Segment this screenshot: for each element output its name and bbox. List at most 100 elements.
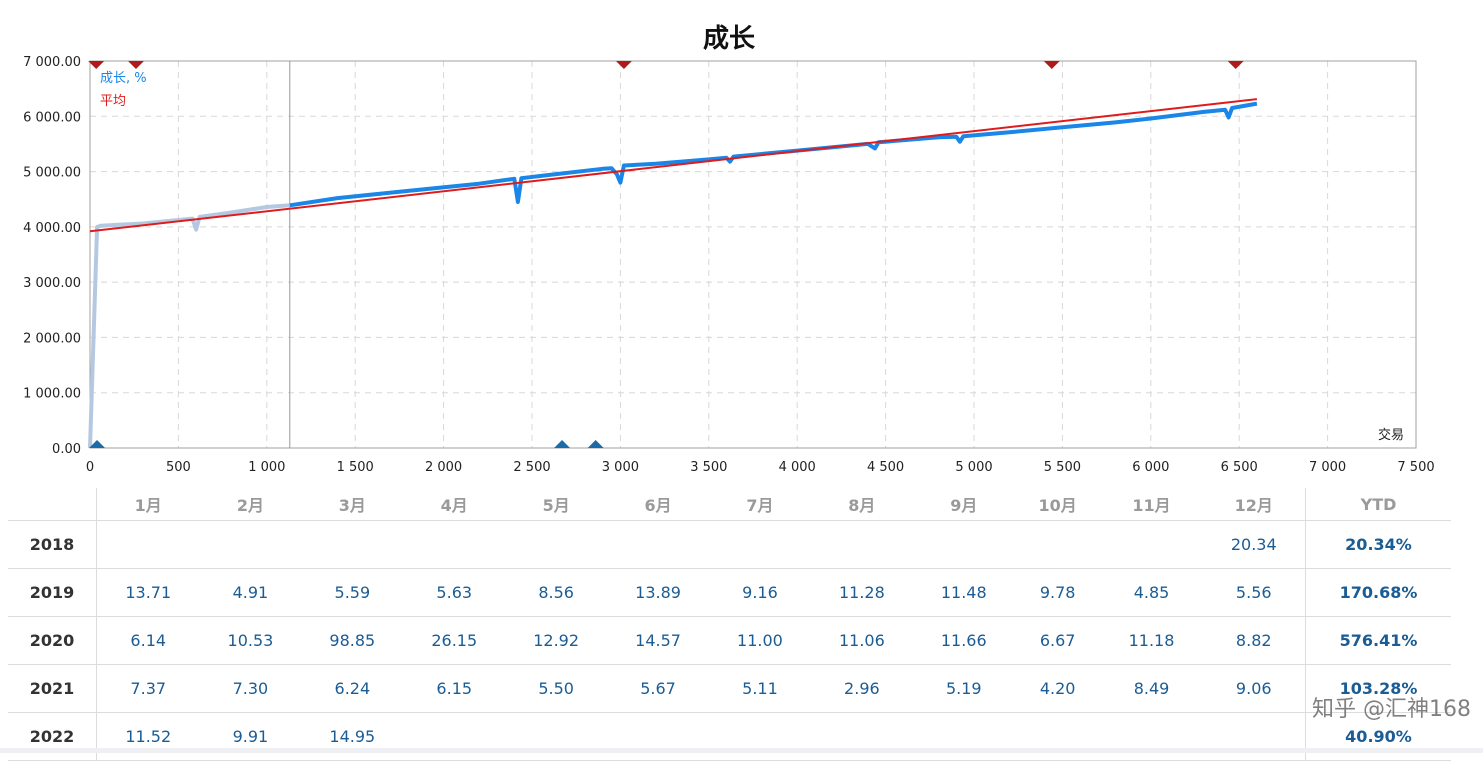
plot-frame [89, 60, 1417, 449]
month-value-cell: 6.24 [301, 664, 404, 713]
table-row: 2021 7.37 7.30 6.24 6.15 5.50 5.67 5.11 2.96 5.19… [8, 664, 1451, 713]
month-header: 10月 [1014, 488, 1101, 521]
month-value-cell: 2.96 [810, 664, 913, 713]
y-tick-label: 0.00 [52, 442, 81, 457]
month-value-cell [199, 520, 302, 569]
table-row: 2018 20.34 20.34% [8, 520, 1451, 569]
month-value-cell [1100, 712, 1203, 761]
year-cell: 2021 [8, 664, 97, 713]
average-trend-line [89, 98, 1258, 233]
y-tick-label: 1 000.00 [23, 387, 81, 402]
bottom-marker [554, 440, 571, 448]
chart-title: 成长 [702, 24, 755, 54]
month-value-cell [912, 712, 1015, 761]
x-tick-label: 500 [166, 460, 191, 475]
month-value-cell: 11.52 [96, 712, 200, 761]
year-cell: 2020 [8, 616, 97, 665]
y-tick-label: 4 000.00 [23, 221, 81, 236]
month-value-cell: 98.85 [301, 616, 404, 665]
y-tick-label: 5 000.00 [23, 166, 81, 181]
month-value-cell: 11.28 [810, 568, 913, 617]
watermark: 知乎 @汇神168 [1312, 697, 1471, 722]
ytd-cell: 170.68% [1305, 568, 1451, 617]
month-header: 5月 [505, 488, 608, 521]
month-header: 9月 [912, 488, 1015, 521]
month-value-cell: 6.67 [1014, 616, 1101, 665]
x-tick-label: 2 500 [513, 460, 550, 475]
month-value-cell [505, 712, 608, 761]
month-value-cell: 11.06 [810, 616, 913, 665]
month-header: 1月 [96, 488, 200, 521]
month-header: 3月 [301, 488, 404, 521]
month-value-cell: 14.57 [607, 616, 709, 665]
month-value-cell [1100, 520, 1203, 569]
month-value-cell [403, 520, 506, 569]
x-tick-label: 5 000 [955, 460, 992, 475]
month-value-cell: 5.63 [403, 568, 506, 617]
ytd-cell: 20.34% [1305, 520, 1451, 569]
month-value-cell [607, 520, 709, 569]
trade-markers [88, 61, 1244, 448]
month-value-cell: 5.59 [301, 568, 404, 617]
month-header: 6月 [607, 488, 709, 521]
month-value-cell [709, 520, 811, 569]
month-value-cell: 9.16 [709, 568, 811, 617]
month-value-cell: 5.19 [912, 664, 1015, 713]
x-tick-label: 1 000 [248, 460, 285, 475]
bottom-bar [0, 748, 1483, 753]
month-value-cell [810, 712, 913, 761]
table-row: 2020 6.14 10.53 98.85 26.15 12.92 14.57 11.00 11… [8, 616, 1451, 665]
month-value-cell: 7.37 [96, 664, 200, 713]
month-value-cell: 8.82 [1202, 616, 1306, 665]
month-value-cell: 5.67 [607, 664, 709, 713]
x-tick-label: 2 000 [425, 460, 462, 475]
x-tick-label: 1 500 [337, 460, 374, 475]
chart-grid [90, 61, 1416, 448]
month-value-cell [912, 520, 1015, 569]
month-value-cell: 11.00 [709, 616, 811, 665]
bottom-marker [587, 440, 604, 448]
top-marker [1227, 61, 1244, 69]
month-value-cell: 7.30 [199, 664, 302, 713]
month-value-cell: 11.18 [1100, 616, 1203, 665]
month-value-cell: 8.56 [505, 568, 608, 617]
month-value-cell: 9.91 [199, 712, 302, 761]
month-value-cell [1014, 520, 1101, 569]
top-marker [615, 61, 632, 69]
growth-history-line [88, 203, 290, 449]
month-value-cell [709, 712, 811, 761]
growth-line [289, 101, 1258, 208]
table-header-row: 1月 2月 3月 4月 5月 6月 7月 8月 9月 10月 11月 12月 YTD [8, 488, 1451, 521]
month-value-cell [403, 712, 506, 761]
month-value-cell: 10.53 [199, 616, 302, 665]
month-value-cell [301, 520, 404, 569]
month-header: 8月 [810, 488, 913, 521]
legend-growth: 成长, % [100, 71, 147, 86]
series-layer [88, 61, 1258, 449]
growth-chart: 0 500 1 000 1 500 2 000 2 500 3 000 3 500 4 000 4… [23, 55, 1435, 475]
axis-tick-labels: 0 500 1 000 1 500 2 000 2 500 3 000 3 500 4 000 4… [23, 55, 1435, 475]
x-tick-label: 4 500 [867, 460, 904, 475]
month-value-cell: 13.89 [607, 568, 709, 617]
monthly-returns-table: 1月 2月 3月 4月 5月 6月 7月 8月 9月 10月 11月 12月 YTD 2018 20.34… [8, 488, 1451, 761]
month-header: 7月 [709, 488, 811, 521]
month-value-cell: 4.85 [1100, 568, 1203, 617]
x-tick-label: 7 000 [1309, 460, 1346, 475]
x-tick-label: 6 500 [1221, 460, 1258, 475]
month-value-cell [810, 520, 913, 569]
legend-average: 平均 [100, 94, 126, 109]
y-tick-label: 2 000.00 [23, 331, 81, 346]
month-value-cell: 9.78 [1014, 568, 1101, 617]
ytd-cell: 103.28% [1305, 664, 1451, 713]
month-value-cell: 13.71 [96, 568, 200, 617]
table-row: 2022 11.52 9.91 14.95 40.90% [8, 712, 1451, 761]
ytd-cell: 576.41% [1305, 616, 1451, 665]
month-value-cell: 12.92 [505, 616, 608, 665]
year-cell: 2019 [8, 568, 97, 617]
month-value-cell [96, 520, 200, 569]
top-marker [1043, 61, 1060, 69]
x-tick-label: 5 500 [1044, 460, 1081, 475]
x-axis-label: 交易 [1378, 427, 1404, 443]
month-header: 12月 [1202, 488, 1306, 521]
month-header: 2月 [199, 488, 302, 521]
